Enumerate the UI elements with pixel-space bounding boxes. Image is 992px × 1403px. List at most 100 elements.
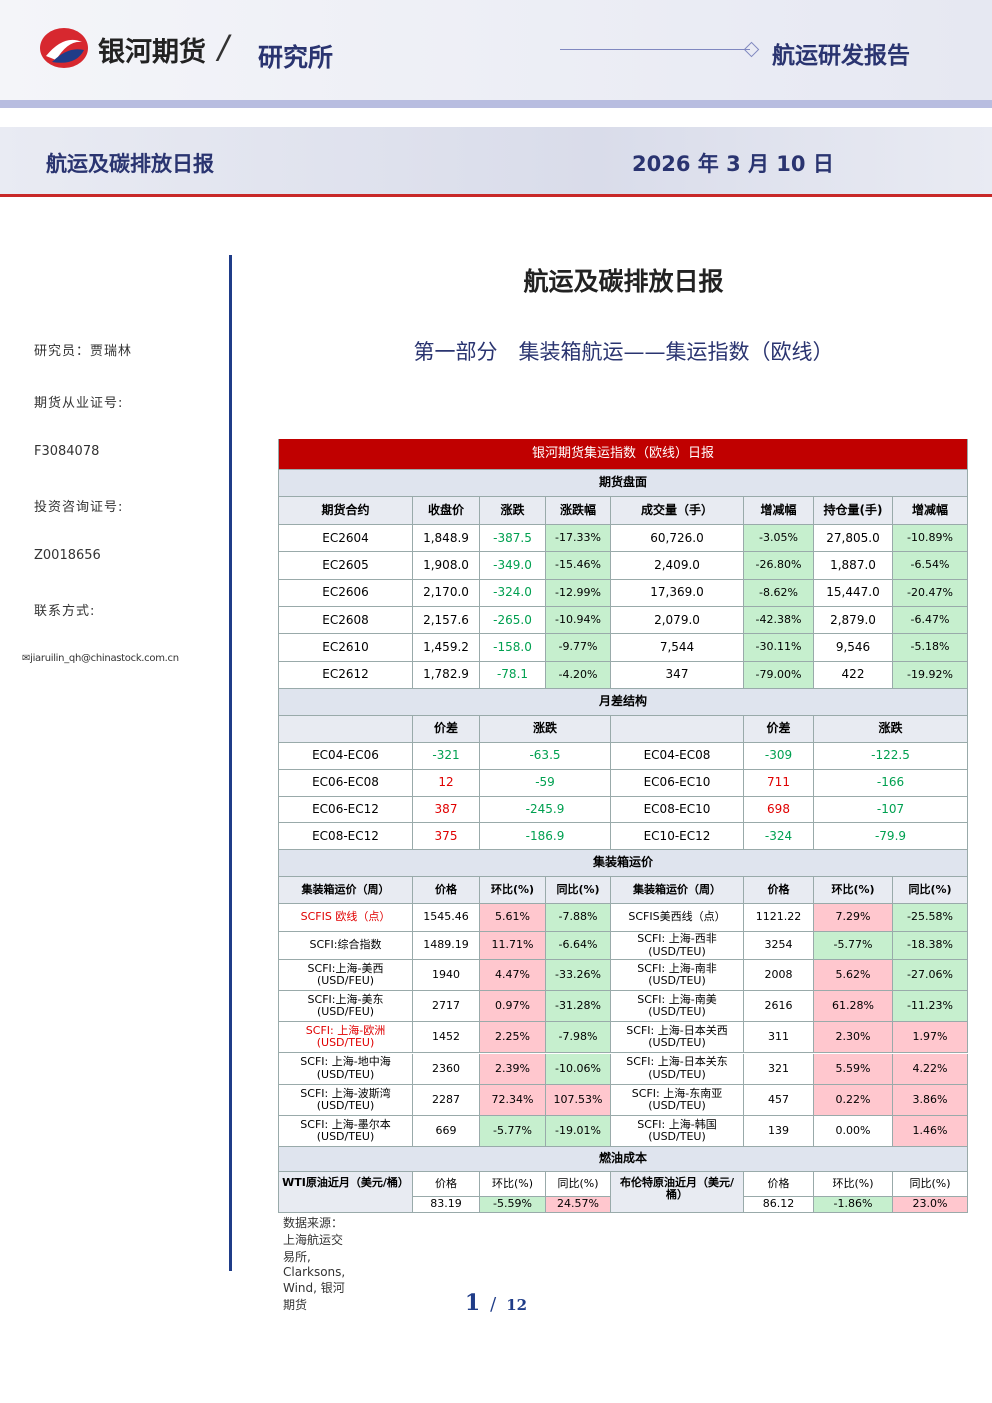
- top-band: [0, 0, 992, 100]
- cell: SCFI: 上海-日本关东(USD/TEU): [611, 1053, 744, 1085]
- cell: -158.0: [480, 634, 546, 662]
- cell: 2616: [744, 991, 814, 1023]
- column-header: 同比(%): [546, 1172, 611, 1197]
- section-title: 集装箱运价: [279, 850, 968, 877]
- cell: -7.88%: [546, 904, 611, 932]
- cell: 2,079.0: [611, 606, 744, 635]
- cell: EC2606: [279, 579, 413, 607]
- cell: -122.5: [814, 743, 968, 770]
- cell: -321: [413, 743, 480, 770]
- cell: 711: [744, 769, 814, 797]
- cell: 422: [814, 661, 893, 689]
- column-header: 价格: [744, 877, 814, 904]
- cell: SCFI: 上海-韩国(USD/TEU): [611, 1115, 744, 1147]
- cell: -1.86%: [814, 1197, 893, 1213]
- cell: -5.18%: [893, 634, 968, 662]
- cell: 5.59%: [814, 1053, 893, 1085]
- column-header: 涨跌幅: [546, 497, 611, 525]
- cell: 23.0%: [893, 1197, 968, 1213]
- cell: -18.38%: [893, 932, 968, 960]
- cell: 1.46%: [893, 1115, 968, 1147]
- consult-label: 投资咨询证号:: [34, 500, 124, 515]
- cell: -79.00%: [744, 661, 814, 689]
- cell: 387: [413, 796, 480, 824]
- cell: SCFIS美西线（点）: [611, 904, 744, 932]
- cell: 60,726.0: [611, 525, 744, 553]
- cell: -6.47%: [893, 606, 968, 635]
- cell: -10.94%: [546, 606, 611, 635]
- cell: -25.58%: [893, 904, 968, 932]
- cell: -324.0: [480, 579, 546, 607]
- cell: EC2608: [279, 606, 413, 635]
- cell: -12.99%: [546, 579, 611, 607]
- blank-header: [611, 716, 744, 743]
- cell: SCFI: 上海-南非(USD/TEU): [611, 960, 744, 992]
- cell: -186.9: [480, 823, 611, 850]
- cell: 7.29%: [814, 904, 893, 932]
- cell: 2008: [744, 960, 814, 992]
- cell: 3.86%: [893, 1084, 968, 1116]
- top-rule: [0, 100, 992, 108]
- cell: -79.9: [814, 823, 968, 850]
- column-header: 同比(%): [893, 1172, 968, 1197]
- column-header: 布伦特原油近月（美元/桶）: [611, 1172, 744, 1213]
- cell: 321: [744, 1053, 814, 1085]
- cell: -63.5: [480, 743, 611, 770]
- cell: SCFI:上海-美西(USD/FEU): [279, 960, 413, 992]
- cell: 3254: [744, 932, 814, 960]
- cell: 5.61%: [480, 904, 546, 932]
- page-total: 12: [506, 1296, 528, 1314]
- cell: -309: [744, 743, 814, 770]
- cell: SCFI: 上海-墨尔本(USD/TEU): [279, 1115, 413, 1147]
- deco-line: [560, 49, 750, 50]
- email-text: jiaruilin_qh@chinastock.com.cn: [30, 653, 179, 664]
- column-header: 环比(%): [814, 1172, 893, 1197]
- cell: 0.22%: [814, 1084, 893, 1116]
- cell: -19.01%: [546, 1115, 611, 1147]
- cell: -7.98%: [546, 1022, 611, 1054]
- cell: 2,157.6: [413, 606, 480, 635]
- cell: SCFI: 上海-欧洲(USD/TEU): [279, 1022, 413, 1054]
- cell: -11.23%: [893, 991, 968, 1023]
- cell: -27.06%: [893, 960, 968, 992]
- column-header: 集装箱运价（周）: [611, 877, 744, 904]
- blank-header: [279, 716, 413, 743]
- cell: EC2612: [279, 661, 413, 689]
- cell: 1,848.9: [413, 525, 480, 553]
- cell: 457: [744, 1084, 814, 1116]
- section-title: 期货盘面: [279, 470, 968, 497]
- column-header: 涨跌: [480, 716, 611, 743]
- cell: -8.62%: [744, 579, 814, 607]
- cell: EC08-EC12: [279, 823, 413, 850]
- cell: SCFI: 上海-地中海(USD/TEU): [279, 1053, 413, 1085]
- column-header: 价格: [413, 877, 480, 904]
- cell: 1,887.0: [814, 552, 893, 580]
- column-header: 增减幅: [744, 497, 814, 525]
- cell: -107: [814, 796, 968, 824]
- cell: 311: [744, 1022, 814, 1054]
- license: F3084078: [34, 444, 100, 459]
- cell: -5.77%: [814, 932, 893, 960]
- cell: 347: [611, 661, 744, 689]
- cell: -20.47%: [893, 579, 968, 607]
- section-title: 月差结构: [279, 689, 968, 716]
- column-header: 价格: [744, 1172, 814, 1197]
- cell: 83.19: [413, 1197, 480, 1213]
- cell: -349.0: [480, 552, 546, 580]
- side-rule: [229, 255, 232, 1271]
- cell: EC2604: [279, 525, 413, 553]
- cell: -33.26%: [546, 960, 611, 992]
- cell: 107.53%: [546, 1084, 611, 1116]
- column-header: 同比(%): [546, 877, 611, 904]
- cell: 24.57%: [546, 1197, 611, 1213]
- cell: 17,369.0: [611, 579, 744, 607]
- cell: 15,447.0: [814, 579, 893, 607]
- cell: 375: [413, 823, 480, 850]
- slash: /: [218, 28, 229, 66]
- cell: -19.92%: [893, 661, 968, 689]
- section-title: 第一部分 集装箱航运——集运指数（欧线）: [413, 340, 834, 364]
- source: 数据来源：上海航运交易所, Clarksons, Wind, 银河期货: [283, 1216, 346, 1312]
- column-header: 涨跌: [814, 716, 968, 743]
- cell: 1,908.0: [413, 552, 480, 580]
